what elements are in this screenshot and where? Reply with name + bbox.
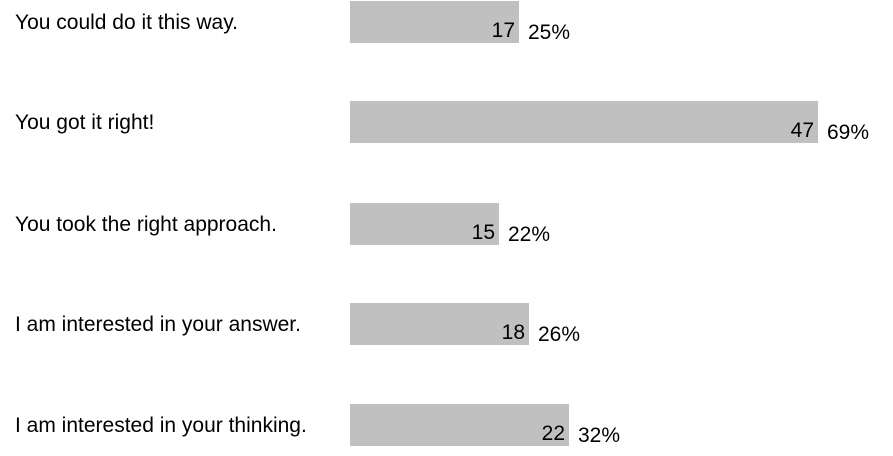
chart-row: I am interested in your answer. 18 26% bbox=[0, 303, 893, 347]
bar-value-label: 15 bbox=[471, 221, 495, 244]
percent-label: 25% bbox=[528, 21, 571, 44]
percent-label: 22% bbox=[508, 223, 551, 246]
category-label: You got it right! bbox=[15, 111, 155, 134]
category-label: You could do it this way. bbox=[15, 11, 238, 34]
bar: 47 bbox=[350, 101, 818, 143]
chart-row: You got it right! 47 69% bbox=[0, 101, 893, 145]
percent-label: 69% bbox=[827, 121, 870, 144]
category-label: I am interested in your thinking. bbox=[15, 414, 307, 437]
bar-value-label: 17 bbox=[491, 19, 515, 42]
chart-row: I am interested in your thinking. 22 32% bbox=[0, 404, 893, 448]
bar: 15 bbox=[350, 203, 499, 245]
bar: 17 bbox=[350, 1, 519, 43]
percent-label: 26% bbox=[538, 323, 581, 346]
bar-value-label: 18 bbox=[501, 321, 525, 344]
category-label: I am interested in your answer. bbox=[15, 313, 301, 336]
chart-row: You could do it this way. 17 25% bbox=[0, 1, 893, 45]
category-label: You took the right approach. bbox=[15, 213, 277, 236]
chart-row: You took the right approach. 15 22% bbox=[0, 203, 893, 247]
bar: 18 bbox=[350, 303, 529, 345]
percent-label: 32% bbox=[578, 424, 621, 447]
bar-value-label: 22 bbox=[541, 422, 565, 445]
bar-value-label: 47 bbox=[790, 119, 814, 142]
bar: 22 bbox=[350, 404, 569, 446]
